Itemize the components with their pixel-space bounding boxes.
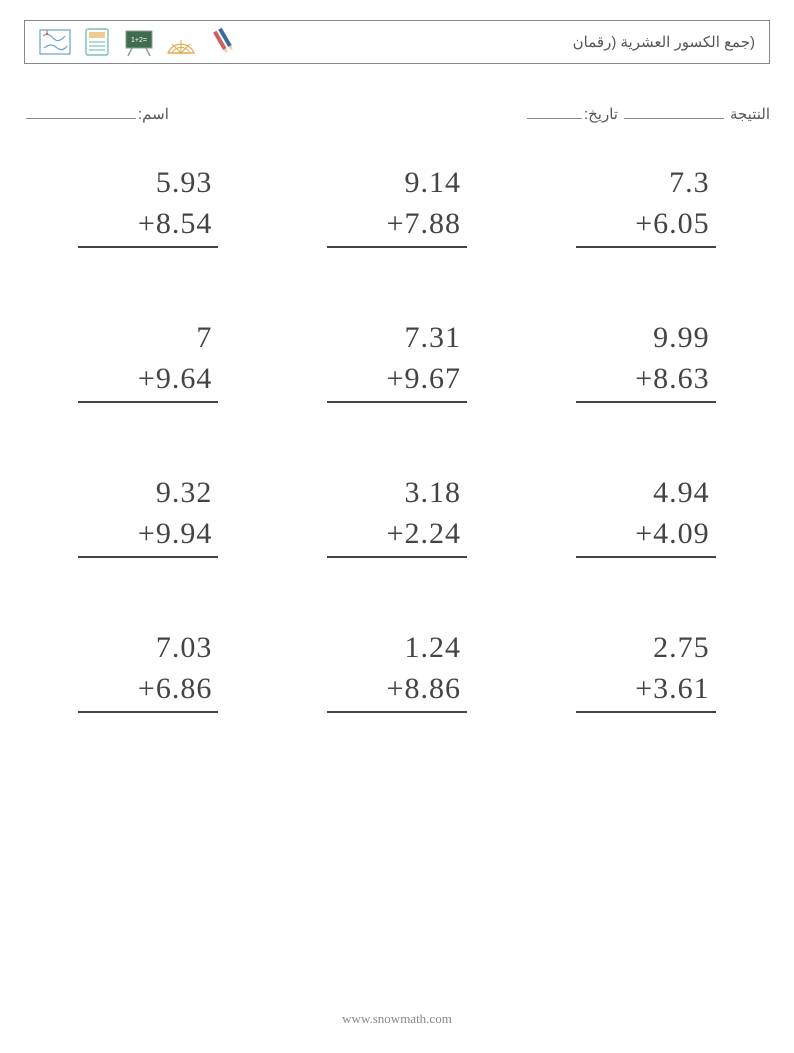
pencils-icon (207, 26, 239, 58)
addend-top: 4.94 (576, 473, 716, 514)
addend-top: 9.14 (327, 163, 467, 204)
problem: 3.18+2.24 (327, 473, 467, 558)
addend-bottom: +9.67 (327, 359, 467, 404)
addend-bottom: +8.86 (327, 669, 467, 714)
name-field: اسم: (24, 104, 169, 123)
addend-bottom: +9.64 (78, 359, 218, 404)
svg-text:1+2=: 1+2= (131, 37, 147, 44)
addend-top: 3.18 (327, 473, 467, 514)
header-icons: 1+2= (39, 26, 239, 58)
problems-grid: 5.93+8.549.14+7.887.3+6.057+9.647.31+9.6… (64, 163, 730, 713)
problem: 9.32+9.94 (78, 473, 218, 558)
addend-top: 7 (78, 318, 218, 359)
score-underline[interactable] (624, 104, 724, 119)
addend-bottom: +8.63 (576, 359, 716, 404)
addend-top: 2.75 (576, 628, 716, 669)
problem: 5.93+8.54 (78, 163, 218, 248)
addend-bottom: +4.09 (576, 514, 716, 559)
addend-top: 7.31 (327, 318, 467, 359)
addend-bottom: +7.88 (327, 204, 467, 249)
map-icon (39, 26, 71, 58)
problem: 9.99+8.63 (576, 318, 716, 403)
date-underline[interactable] (527, 104, 582, 119)
worksheet-page: 1+2= (0, 0, 794, 1053)
name-underline[interactable] (26, 104, 136, 119)
protractor-icon (165, 26, 197, 58)
problem: 9.14+7.88 (327, 163, 467, 248)
problem: 7.03+6.86 (78, 628, 218, 713)
tablet-icon (81, 26, 113, 58)
problem: 2.75+3.61 (576, 628, 716, 713)
addend-top: 7.03 (78, 628, 218, 669)
header-box: 1+2= (24, 20, 770, 64)
problem: 4.94+4.09 (576, 473, 716, 558)
addend-bottom: +2.24 (327, 514, 467, 559)
addend-bottom: +6.86 (78, 669, 218, 714)
addend-top: 1.24 (327, 628, 467, 669)
addend-bottom: +8.54 (78, 204, 218, 249)
problem: 7+9.64 (78, 318, 218, 403)
problem: 1.24+8.86 (327, 628, 467, 713)
addend-top: 5.93 (78, 163, 218, 204)
addend-bottom: +9.94 (78, 514, 218, 559)
addend-top: 9.99 (576, 318, 716, 359)
fields-row: اسم: النتيجة تاريخ: (24, 104, 770, 123)
score-label: النتيجة (730, 105, 770, 123)
worksheet-title: (جمع الكسور العشرية (رقمان (573, 33, 755, 51)
problem: 7.3+6.05 (576, 163, 716, 248)
addend-bottom: +6.05 (576, 204, 716, 249)
problem: 7.31+9.67 (327, 318, 467, 403)
addend-top: 9.32 (78, 473, 218, 514)
addend-top: 7.3 (576, 163, 716, 204)
footer-text: www.snowmath.com (0, 1011, 794, 1027)
chalkboard-icon: 1+2= (123, 26, 155, 58)
score-date-field: النتيجة تاريخ: (525, 104, 770, 123)
date-label: تاريخ: (584, 105, 618, 123)
addend-bottom: +3.61 (576, 669, 716, 714)
name-label: اسم: (138, 105, 169, 123)
